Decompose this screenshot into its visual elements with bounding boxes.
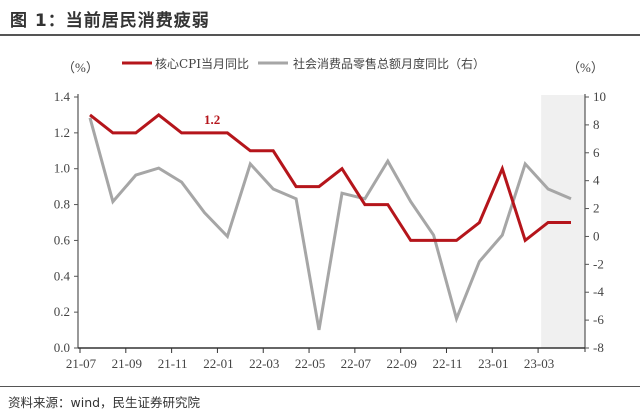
right-axis-tick-label: -6 xyxy=(593,312,604,327)
right-axis-tick-label: 10 xyxy=(593,89,606,104)
right-axis-tick-label: 8 xyxy=(593,117,600,132)
right-axis-tick-label: -4 xyxy=(593,284,604,299)
x-axis-tick-label: 22-03 xyxy=(249,356,279,371)
title-divider xyxy=(0,34,640,36)
left-axis-tick-label: 0.8 xyxy=(54,197,70,212)
right-axis-tick-label: 6 xyxy=(593,145,600,160)
x-axis-tick-label: 22-01 xyxy=(203,356,233,371)
x-axis-tick-label: 23-03 xyxy=(524,356,554,371)
left-axis-tick-label: 1.4 xyxy=(54,89,71,104)
x-axis-tick-label: 22-11 xyxy=(433,356,463,371)
legend-label-cpi: 核心CPI当月同比 xyxy=(155,57,249,71)
x-axis-tick-label: 21-09 xyxy=(112,356,142,371)
left-axis-tick-label: 1.2 xyxy=(54,125,70,140)
retail-sales-line xyxy=(88,117,572,331)
left-axis-tick-label: 0.4 xyxy=(54,268,71,283)
chart-axes: 0.0 0.2 0.4 0.6 0.8 1.0 1.2 1.4 -8 -6 -4 -2 0 2 4 6 8 10 2… xyxy=(54,89,606,371)
x-axis-tick-label: 21-11 xyxy=(158,356,188,371)
source-note: 资料来源：wind，民生证券研究院 xyxy=(8,395,201,410)
right-axis-tick-label: 4 xyxy=(593,173,600,188)
figure-title: 图 1：当前居民消费疲弱 xyxy=(10,11,210,31)
right-axis-tick-label: 0 xyxy=(593,228,600,243)
right-axis-tick-label: -2 xyxy=(593,256,604,271)
right-axis-tick-label: 2 xyxy=(593,201,600,216)
source-divider xyxy=(0,386,640,387)
x-axis-tick-label: 22-09 xyxy=(386,356,416,371)
x-axis-tick-label: 23-01 xyxy=(478,356,508,371)
legend: 核心CPI当月同比 社会消费品零售总额月度同比（右） xyxy=(122,56,485,71)
chart-series xyxy=(88,112,572,331)
right-axis-tick-label: -8 xyxy=(593,340,604,355)
left-axis-tick-label: 0.0 xyxy=(54,340,70,355)
x-axis-tick-label: 22-07 xyxy=(341,356,372,371)
x-axis-tick-label: 22-05 xyxy=(295,356,325,371)
left-axis-tick-label: 0.2 xyxy=(54,304,70,319)
data-label-annotation: 1.2 xyxy=(204,112,220,127)
cpi-line xyxy=(89,112,571,243)
left-axis-tick-label: 0.6 xyxy=(54,232,71,247)
left-axis-unit: （%） xyxy=(62,60,99,75)
x-axis-tick-label: 21-07 xyxy=(66,356,97,371)
right-axis-unit: （%） xyxy=(567,60,604,75)
left-axis-tick-label: 1.0 xyxy=(54,161,70,176)
legend-label-retail: 社会消费品零售总额月度同比（右） xyxy=(293,56,485,71)
